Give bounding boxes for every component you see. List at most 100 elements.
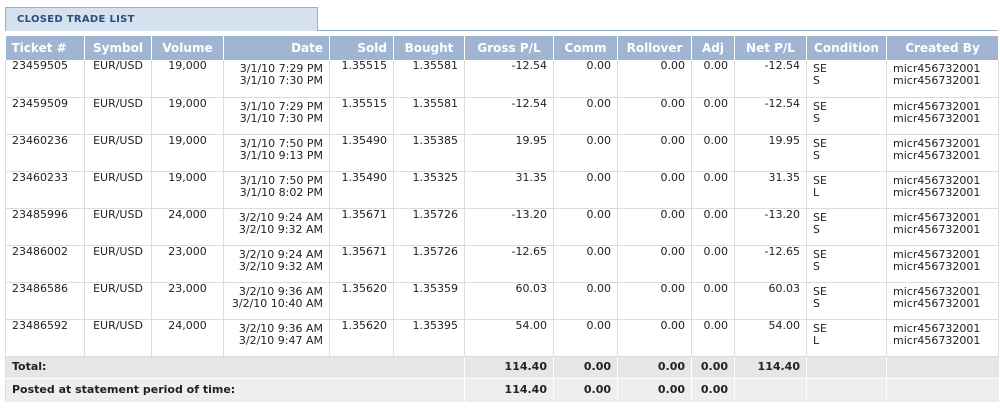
symbol-cell: EUR/USD (84, 60, 152, 98)
date-line: 3/1/10 9:13 PM (239, 148, 323, 162)
date-line: 3/1/10 8:02 PM (239, 185, 323, 199)
condition-cell: SE S (806, 134, 887, 172)
bought-cell: 1.35385 (393, 134, 465, 172)
date-cell: 3/2/10 9:24 AM 3/2/10 9:32 AM (223, 208, 330, 246)
bought-cell: 1.35359 (393, 282, 465, 320)
column-header-condition[interactable]: Condition (806, 36, 887, 60)
condition-cell: SE S (806, 208, 887, 246)
rollover-cell: 0.00 (617, 171, 692, 209)
ticket-cell: 23485996 (5, 208, 85, 246)
column-header-ticket[interactable]: Ticket # (5, 36, 85, 60)
condition-line: S (813, 259, 820, 273)
table-row[interactable]: 23459509 EUR/USD 19,000 3/1/10 7:29 PM 3/1/1… (5, 97, 999, 135)
table-row[interactable]: 23459505 EUR/USD 19,000 3/1/10 7:29 PM 3/1/1… (5, 60, 999, 98)
column-header-symbol[interactable]: Symbol (84, 36, 152, 60)
ticket-cell: 23460236 (5, 134, 85, 172)
date-line: 3/1/10 7:30 PM (239, 111, 323, 125)
condition-cell: SE L (806, 171, 887, 209)
condition-line: L (813, 185, 820, 199)
table-row[interactable]: 23486002 EUR/USD 23,000 3/2/10 9:24 AM 3/2/1… (5, 245, 999, 283)
condition-line: S (813, 148, 820, 162)
condition-line: S (813, 74, 820, 87)
condition-line: S (813, 296, 820, 310)
total-comm: 0.00 (553, 356, 618, 379)
posted-empty-cell (806, 378, 887, 402)
comm-cell: 0.00 (553, 134, 618, 172)
date-line: 3/1/10 7:50 PM (239, 173, 323, 187)
created-by-line: micr456732001 (893, 296, 981, 310)
sold-cell: 1.35515 (329, 60, 394, 98)
net-pl-cell: -13.20 (734, 208, 807, 246)
gross-pl-cell: -12.54 (464, 60, 554, 98)
symbol-cell: EUR/USD (84, 208, 152, 246)
bought-cell: 1.35581 (393, 60, 465, 98)
date-line: 3/2/10 9:47 AM (238, 333, 323, 347)
column-header-volume[interactable]: Volume (151, 36, 224, 60)
posted-rollover: 0.00 (617, 378, 692, 402)
adj-cell: 0.00 (691, 60, 735, 98)
ticket-cell: 23459509 (5, 97, 85, 135)
rollover-cell: 0.00 (617, 282, 692, 320)
created-by-cell: micr456732001 micr456732001 (886, 171, 999, 209)
column-header-sold[interactable]: Sold (329, 36, 394, 60)
table-row[interactable]: 23460233 EUR/USD 19,000 3/1/10 7:50 PM 3/1/1… (5, 171, 999, 209)
column-header-date[interactable]: Date (223, 36, 330, 60)
gross-pl-cell: 19.95 (464, 134, 554, 172)
posted-empty-cell (734, 378, 807, 402)
gross-pl-cell: -12.65 (464, 245, 554, 283)
ticket-cell: 23460233 (5, 171, 85, 209)
net-pl-cell: 31.35 (734, 171, 807, 209)
volume-cell: 19,000 (151, 171, 224, 209)
column-header-net-pl[interactable]: Net P/L (734, 36, 807, 60)
posted-label: Posted at statement period of time: (5, 378, 465, 402)
created-by-line: micr456732001 (893, 185, 981, 199)
table-row[interactable]: 23486586 EUR/USD 23,000 3/2/10 9:36 AM 3/2/1… (5, 282, 999, 320)
column-header-created-by[interactable]: Created By (886, 36, 999, 60)
date-cell: 3/1/10 7:29 PM 3/1/10 7:30 PM (223, 97, 330, 135)
condition-cell: SE L (806, 319, 887, 357)
comm-cell: 0.00 (553, 282, 618, 320)
posted-gross-pl: 114.40 (464, 378, 554, 402)
column-header-adj[interactable]: Adj (691, 36, 735, 60)
adj-cell: 0.00 (691, 208, 735, 246)
created-by-cell: micr456732001 micr456732001 (886, 319, 999, 357)
net-pl-cell: 60.03 (734, 282, 807, 320)
volume-cell: 23,000 (151, 245, 224, 283)
table-row[interactable]: 23486592 EUR/USD 24,000 3/2/10 9:36 AM 3/2/1… (5, 319, 999, 357)
created-by-line: micr456732001 (893, 62, 981, 75)
created-by-line: micr456732001 (893, 333, 981, 347)
column-header-gross-pl[interactable]: Gross P/L (464, 36, 554, 60)
condition-line: SE (813, 247, 827, 261)
date-line: 3/1/10 7:50 PM (239, 136, 323, 150)
total-rollover: 0.00 (617, 356, 692, 379)
adj-cell: 0.00 (691, 319, 735, 357)
created-by-cell: micr456732001 micr456732001 (886, 134, 999, 172)
comm-cell: 0.00 (553, 97, 618, 135)
condition-line: S (813, 222, 820, 236)
created-by-line: micr456732001 (893, 111, 981, 125)
volume-cell: 23,000 (151, 282, 224, 320)
bought-cell: 1.35726 (393, 208, 465, 246)
condition-line: S (813, 111, 820, 125)
ticket-cell: 23486592 (5, 319, 85, 357)
column-header-bought[interactable]: Bought (393, 36, 465, 60)
ticket-cell: 23486586 (5, 282, 85, 320)
column-header-rollover[interactable]: Rollover (617, 36, 692, 60)
panel-title-tab: CLOSED TRADE LIST (5, 7, 318, 31)
table-row[interactable]: 23485996 EUR/USD 24,000 3/2/10 9:24 AM 3/2/1… (5, 208, 999, 246)
date-line: 3/2/10 9:36 AM (238, 321, 323, 335)
volume-cell: 19,000 (151, 134, 224, 172)
ticket-cell: 23486002 (5, 245, 85, 283)
column-header-comm[interactable]: Comm (553, 36, 618, 60)
closed-trade-table: Ticket # Symbol Volume Date Sold Bought … (5, 36, 999, 402)
symbol-cell: EUR/USD (84, 97, 152, 135)
date-cell: 3/1/10 7:29 PM 3/1/10 7:30 PM (223, 60, 330, 98)
symbol-cell: EUR/USD (84, 282, 152, 320)
condition-line: SE (813, 321, 827, 335)
volume-cell: 19,000 (151, 60, 224, 98)
table-row[interactable]: 23460236 EUR/USD 19,000 3/1/10 7:50 PM 3/1/1… (5, 134, 999, 172)
net-pl-cell: -12.54 (734, 97, 807, 135)
rollover-cell: 0.00 (617, 60, 692, 98)
rollover-cell: 0.00 (617, 319, 692, 357)
panel-divider (318, 30, 998, 31)
